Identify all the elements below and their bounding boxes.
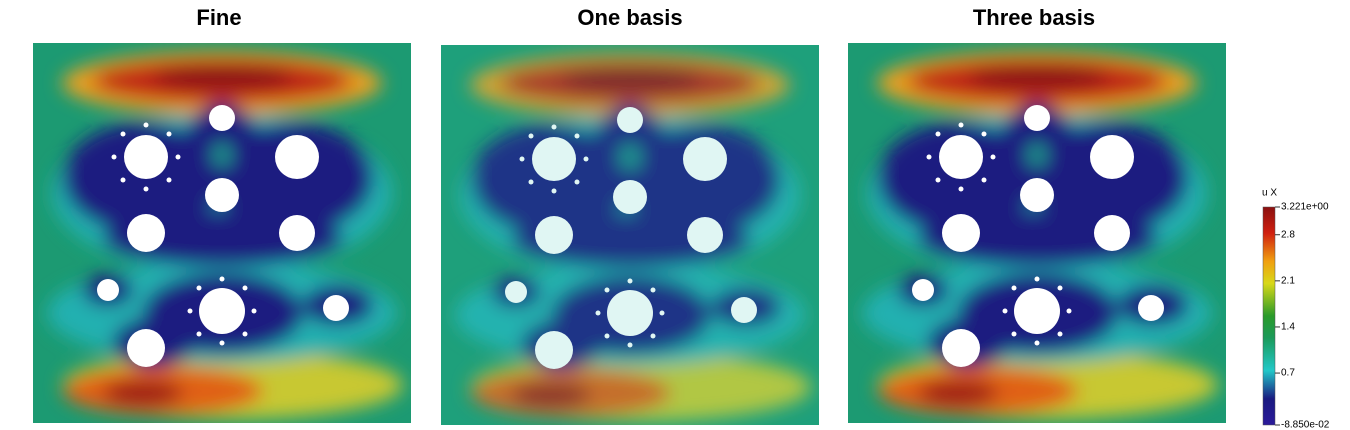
tick-label: 0.7 <box>1281 368 1295 379</box>
field-plot <box>441 45 819 425</box>
tick-label: -8.850e-02 <box>1281 420 1330 430</box>
colorbar <box>1262 206 1276 426</box>
panel-title: Fine <box>196 5 241 30</box>
tick-label: 2.1 <box>1281 275 1295 286</box>
colorbar-title: u X <box>1262 188 1277 199</box>
colorbar-ticks: 3.221e+00 2.8 2.1 1.4 0.7 -8.850e-02 <box>1275 202 1330 430</box>
panel-title: One basis <box>577 5 682 30</box>
tick-label: 2.8 <box>1281 229 1295 240</box>
field-plot <box>33 43 411 423</box>
field-plot <box>848 43 1226 423</box>
panel-title: Three basis <box>973 5 1095 30</box>
tick-label: 3.221e+00 <box>1281 202 1329 213</box>
tick-label: 1.4 <box>1281 322 1295 333</box>
